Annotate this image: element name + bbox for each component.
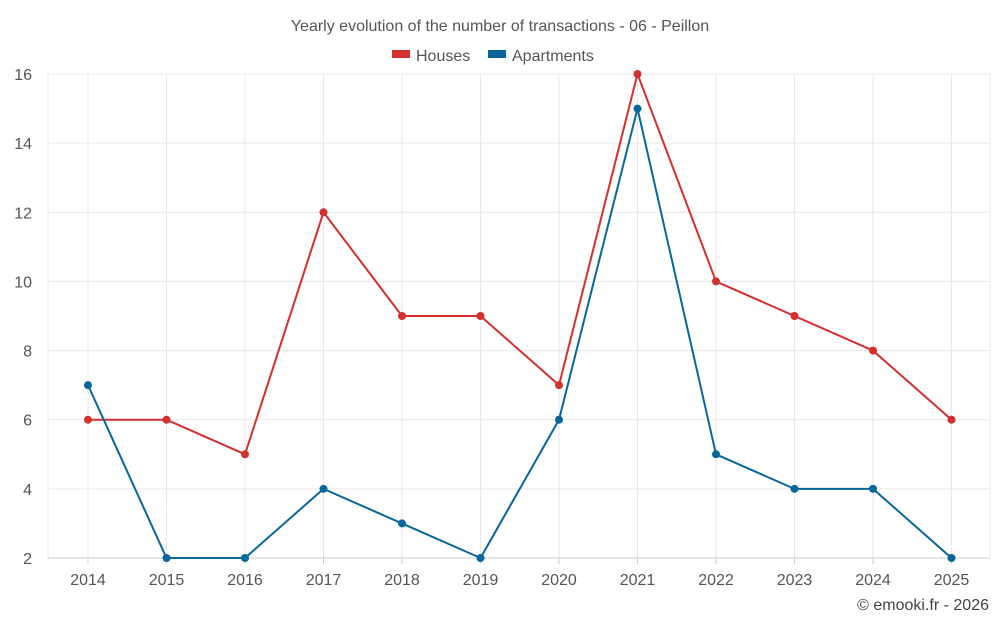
data-point-apartments[interactable] [84, 381, 92, 390]
data-point-apartments[interactable] [241, 554, 249, 562]
data-point-houses[interactable] [869, 346, 877, 355]
y-tick-label: 10 [14, 274, 32, 291]
x-tick-label: 2017 [306, 572, 342, 589]
y-tick-label: 14 [14, 136, 32, 153]
data-point-houses[interactable] [398, 312, 406, 320]
x-tick-label: 2024 [855, 572, 891, 589]
data-point-apartments[interactable] [398, 519, 406, 528]
data-point-houses[interactable] [84, 415, 92, 424]
y-tick-label: 16 [14, 67, 32, 84]
x-tick-label: 2025 [934, 572, 970, 589]
y-tick-label: 4 [23, 482, 32, 499]
data-point-houses[interactable] [947, 415, 956, 424]
x-tick-label: 2019 [463, 572, 499, 589]
x-tick-label: 2023 [777, 572, 813, 589]
data-point-apartments[interactable] [712, 450, 720, 459]
data-point-apartments[interactable] [555, 415, 563, 424]
credit-text: © emooki.fr - 2026 [857, 597, 989, 614]
data-point-houses[interactable] [790, 312, 799, 320]
data-point-houses[interactable] [555, 381, 563, 390]
x-tick-label: 2022 [698, 572, 734, 589]
data-point-houses[interactable] [476, 312, 485, 320]
y-tick-label: 6 [23, 413, 32, 430]
y-tick-label: 12 [14, 205, 32, 222]
series-houses [84, 70, 956, 459]
series [84, 70, 956, 562]
grid [47, 73, 991, 558]
legend-label-apartments: Apartments [512, 48, 594, 65]
legend-item-apartments[interactable]: Apartments [488, 48, 594, 65]
data-point-apartments[interactable] [319, 484, 328, 493]
data-point-houses[interactable] [712, 277, 720, 286]
data-point-houses[interactable] [241, 450, 249, 459]
x-tick-label: 2014 [70, 572, 106, 589]
series-line-houses [88, 73, 953, 456]
data-point-apartments[interactable] [476, 554, 485, 562]
series-apartments [84, 104, 956, 562]
series-line-apartments [87, 107, 953, 559]
data-point-apartments[interactable] [790, 484, 799, 493]
legend-swatch-houses [392, 50, 410, 58]
data-point-houses[interactable] [319, 208, 328, 217]
data-point-apartments[interactable] [869, 484, 877, 493]
legend: Houses Apartments [392, 48, 594, 65]
data-point-apartments[interactable] [633, 104, 642, 113]
x-tick-label: 2021 [620, 572, 656, 589]
chart-title: Yearly evolution of the number of transa… [291, 18, 709, 35]
y-tick-label: 2 [23, 551, 32, 568]
data-point-apartments[interactable] [162, 554, 171, 562]
x-tick-label: 2020 [541, 572, 577, 589]
x-tick-label: 2016 [227, 572, 263, 589]
legend-item-houses[interactable]: Houses [392, 48, 470, 65]
y-tick-label: 8 [23, 344, 32, 361]
data-point-apartments[interactable] [947, 554, 956, 562]
legend-swatch-apartments [488, 50, 506, 58]
x-tick-label: 2018 [384, 572, 420, 589]
data-point-houses[interactable] [162, 415, 171, 424]
data-point-houses[interactable] [633, 70, 642, 78]
x-tick-label: 2015 [149, 572, 185, 589]
axes: 2 4 6 8 10 12 14 16 2014 2015 2016 2017 2018 2019 2020… [14, 67, 990, 589]
legend-label-houses: Houses [416, 48, 470, 65]
